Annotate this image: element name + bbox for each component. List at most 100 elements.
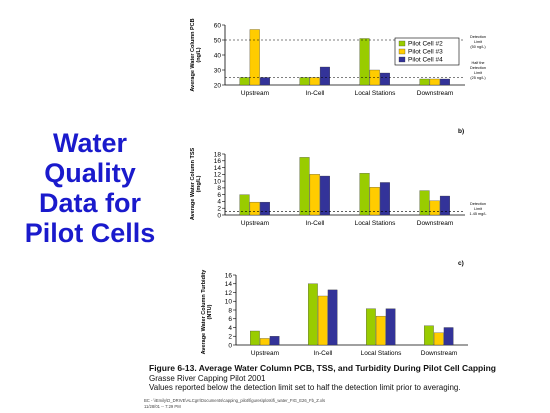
bar-pilot-cell-3 <box>249 29 260 86</box>
y-tick-label: 14 <box>225 281 233 288</box>
y-tick-label: 18 <box>214 151 222 158</box>
reference-line-label: Limit <box>474 71 483 75</box>
bar-pilot-cell-2 <box>424 325 434 346</box>
bar-pilot-cell-3 <box>429 200 440 216</box>
bar-pilot-cell-2 <box>419 190 430 216</box>
y-tick-label: 2 <box>217 206 221 213</box>
y-axis-label: Average Water Column PCB <box>190 18 196 91</box>
y-tick-label: 30 <box>214 67 222 74</box>
bar-pilot-cell-3 <box>429 78 440 86</box>
y-tick-label: 6 <box>217 192 221 199</box>
legend-label: Pilot Cell #4 <box>408 57 443 64</box>
y-tick-label: 0 <box>228 342 232 349</box>
slide-title-line: Pilot Cells <box>24 218 156 248</box>
y-tick-label: 10 <box>214 178 222 185</box>
bar-pilot-cell-2 <box>366 308 376 346</box>
bar-pilot-cell-3 <box>433 332 444 346</box>
bar-pilot-cell-2 <box>299 157 310 216</box>
y-tick-label: 4 <box>228 325 232 332</box>
bar-pilot-cell-4 <box>379 182 390 216</box>
y-axis-label-unit: (mg/L) <box>196 175 202 192</box>
y-tick-label: 16 <box>214 158 222 165</box>
y-tick-label: 12 <box>225 290 233 297</box>
y-tick-label: 4 <box>217 199 221 206</box>
y-tick-label: 10 <box>225 299 233 306</box>
panel-label: c) <box>458 260 464 267</box>
y-tick-label: 50 <box>214 37 222 44</box>
reference-line-label: Half the <box>471 61 484 65</box>
bar-pilot-cell-3 <box>259 338 270 346</box>
x-category-label: In-Cell <box>306 220 325 227</box>
reference-line-label: Detection <box>470 66 486 70</box>
bar-pilot-cell-2 <box>239 77 250 86</box>
bar-pilot-cell-3 <box>309 174 320 216</box>
bar-pilot-cell-2 <box>359 38 370 86</box>
slide-title-line: Data for <box>38 188 141 218</box>
bar-pilot-cell-4 <box>259 77 270 86</box>
reference-line-label: Detection <box>470 35 486 39</box>
bar-pilot-cell-4 <box>385 308 396 346</box>
bar-pilot-cell-4 <box>439 195 450 216</box>
y-tick-label: 8 <box>217 185 221 192</box>
y-axis-label-unit: (ng/L) <box>196 47 202 62</box>
bar-pilot-cell-2 <box>308 283 318 346</box>
x-category-label: In-Cell <box>306 90 325 97</box>
bar-pilot-cell-4 <box>443 327 454 346</box>
legend-swatch <box>398 40 406 47</box>
x-category-label: Local Stations <box>361 350 403 357</box>
x-category-label: Downstream <box>421 350 457 357</box>
legend-label: Pilot Cell #3 <box>408 49 443 56</box>
bar-pilot-cell-2 <box>419 78 430 86</box>
reference-line-label: Detection <box>470 202 486 206</box>
bar-pilot-cell-4 <box>269 336 280 346</box>
y-tick-label: 20 <box>214 82 222 89</box>
reference-line-label: 1.45 mg/L <box>470 212 487 216</box>
x-category-label: Upstream <box>251 350 279 357</box>
x-category-label: Upstream <box>241 90 269 97</box>
reference-line-label: Limit <box>474 207 483 211</box>
x-category-label: Local Stations <box>355 220 397 227</box>
legend-box <box>394 37 460 66</box>
x-category-label: Downstream <box>417 90 453 97</box>
reference-line-label: Limit <box>474 40 483 44</box>
slide-title-line: Water <box>52 128 127 158</box>
x-category-label: In-Cell <box>314 350 333 357</box>
legend-swatch <box>398 48 406 55</box>
bar-pilot-cell-3 <box>369 187 380 216</box>
footer-filepath: BC - \\Emily\D_DRIVE\ALCgrr\Documents\ca… <box>144 398 326 403</box>
panel-label: b) <box>458 128 464 135</box>
y-tick-label: 6 <box>228 316 232 323</box>
slide-title: Water Quality Data for Pilot Cells <box>10 128 170 248</box>
y-tick-label: 2 <box>228 334 232 341</box>
footer-timestamp: 11/28/01 -- 7:29 PM <box>144 404 181 409</box>
bar-pilot-cell-2 <box>299 77 310 86</box>
x-category-label: Local Stations <box>355 90 397 97</box>
bar-pilot-cell-2 <box>250 330 260 346</box>
x-category-label: Downstream <box>417 220 453 227</box>
bar-pilot-cell-3 <box>317 295 328 346</box>
x-category-label: Upstream <box>241 220 269 227</box>
y-tick-label: 60 <box>214 22 222 29</box>
y-tick-label: 14 <box>214 165 222 172</box>
legend-swatch <box>398 56 406 63</box>
bar-pilot-cell-2 <box>359 173 370 216</box>
legend-label: Pilot Cell #2 <box>408 41 443 48</box>
figure-caption-title: Figure 6-13. Average Water Column PCB, T… <box>149 363 496 373</box>
bar-pilot-cell-4 <box>439 78 450 86</box>
y-axis-label: Average Water Column TSS <box>190 148 196 221</box>
bar-pilot-cell-3 <box>309 77 320 86</box>
slide-title-line: Quality <box>44 158 136 188</box>
reference-line-label: (25 ng/L) <box>470 76 486 80</box>
bar-pilot-cell-3 <box>249 201 260 216</box>
y-tick-label: 12 <box>214 172 222 179</box>
y-tick-label: 16 <box>225 272 233 279</box>
y-axis-label-unit: (NTU) <box>207 304 213 319</box>
bar-pilot-cell-4 <box>319 175 330 216</box>
bar-pilot-cell-4 <box>379 72 390 86</box>
bar-pilot-cell-4 <box>319 66 330 86</box>
figure-caption-subtitle: Grasse River Capping Pilot 2001 <box>149 374 266 383</box>
bar-pilot-cell-4 <box>327 289 338 346</box>
bar-pilot-cell-3 <box>375 315 386 346</box>
y-tick-label: 0 <box>217 212 221 219</box>
